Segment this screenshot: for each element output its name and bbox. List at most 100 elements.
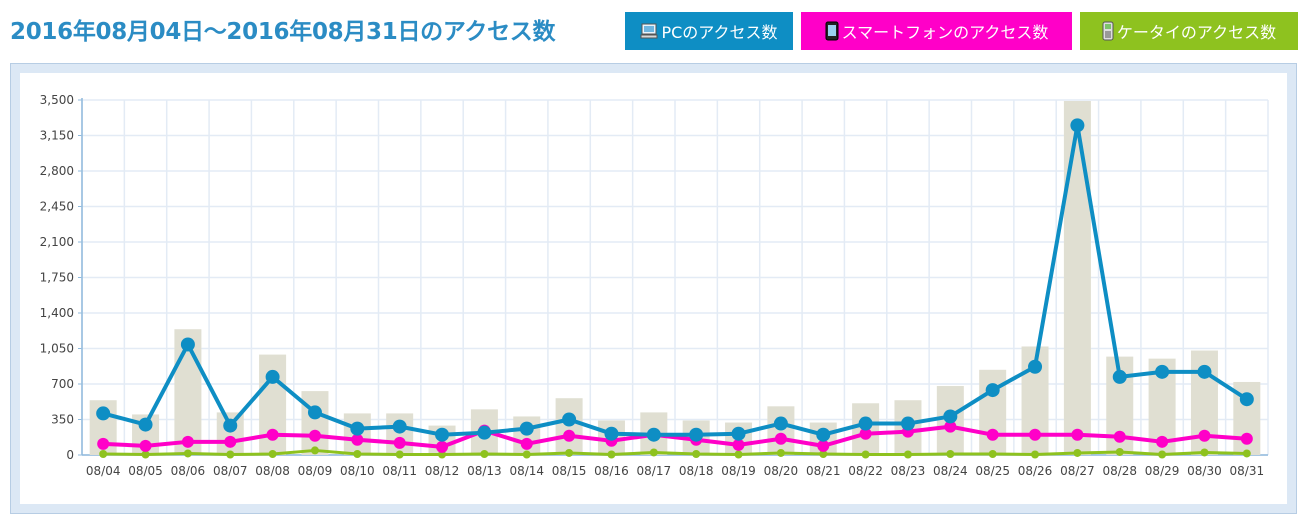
x-tick-label: 08/28 — [1102, 464, 1137, 478]
feature-phone-access-point — [522, 450, 531, 459]
y-tick-label: 1,400 — [40, 306, 74, 320]
feature-phone-access-legend-button[interactable]: ケータイのアクセス数 — [1080, 12, 1298, 50]
smartphone-access-point — [1198, 429, 1211, 442]
feature-phone-access-point — [692, 449, 701, 458]
x-tick-label: 08/16 — [594, 464, 629, 478]
x-tick-label: 08/14 — [509, 464, 544, 478]
pc-access-point — [477, 425, 492, 440]
smartphone-access-point — [817, 439, 830, 452]
feature-phone-access-point — [1031, 450, 1040, 459]
smartphone-access-point — [393, 436, 406, 449]
x-tick-label: 08/11 — [382, 464, 417, 478]
pc-access-line — [102, 123, 1248, 437]
smartphone-access-point — [1156, 435, 1169, 448]
x-tick-label: 08/15 — [552, 464, 587, 478]
smartphone-access-point — [520, 437, 533, 450]
total-access-bar — [301, 391, 329, 455]
smartphone-access-legend-label: スマートフォンのアクセス数 — [841, 23, 1049, 42]
chart-area: 0 350 700 1,050 1,400 1,750 2,100 2,450 2,800 3,1… — [20, 73, 1287, 504]
feature-phone-access-point — [607, 450, 616, 459]
x-tick-label: 08/26 — [1018, 464, 1053, 478]
x-tick-label: 08/18 — [679, 464, 714, 478]
feature-phone-access-point — [776, 448, 785, 457]
smartphone-access-point — [224, 435, 237, 448]
y-tick-label: 2,800 — [40, 164, 74, 178]
feature-phone-access-point — [226, 450, 235, 459]
feature-phone-access-point — [819, 449, 828, 458]
pc-access-point — [1070, 118, 1085, 133]
feature-phone-access-point — [480, 449, 489, 458]
pc-access-point — [646, 427, 661, 442]
smartphone-access-point — [351, 433, 364, 446]
y-tick-label: 2,450 — [40, 200, 74, 214]
x-tick-label: 08/07 — [213, 464, 248, 478]
y-tick-label: 3,150 — [40, 129, 74, 143]
feature-phone-access-point — [395, 450, 404, 459]
pc-access-legend-button[interactable]: PCのアクセス数 — [625, 12, 793, 50]
total-access-bar — [1063, 101, 1091, 455]
pc-access-point — [350, 421, 365, 436]
x-tick-label: 08/05 — [128, 464, 163, 478]
feature-phone-access-point — [1242, 449, 1251, 458]
x-tick-label: 08/27 — [1060, 464, 1095, 478]
pc-access-point — [392, 419, 407, 434]
x-tick-label: 08/13 — [467, 464, 502, 478]
feature-phone-access-point — [1200, 448, 1209, 457]
page-title: 2016年08月04日～2016年08月31日のアクセス数 — [10, 19, 556, 45]
feature-phone-access-point — [1158, 450, 1167, 459]
pc-access-point — [1028, 359, 1043, 374]
pc-access-point — [858, 416, 873, 431]
smartphone-access-point — [563, 429, 576, 442]
smartphone-access-point — [1113, 430, 1126, 443]
x-tick-label: 08/31 — [1230, 464, 1265, 478]
total-access-bar — [555, 398, 583, 455]
total-access-bar — [979, 369, 1007, 455]
smartphone-access-point — [139, 439, 152, 452]
smartphone-access-legend-button[interactable]: スマートフォンのアクセス数 — [801, 12, 1072, 50]
x-tick-label: 08/24 — [933, 464, 968, 478]
x-tick-label: 08/06 — [171, 464, 206, 478]
pc-access-legend-label: PCのアクセス数 — [661, 23, 778, 42]
pc-access-point — [519, 421, 534, 436]
pc-access-point — [562, 412, 577, 427]
feature-phone-access-point — [734, 450, 743, 459]
y-tick-label: 700 — [51, 377, 74, 391]
access-chart: 0 350 700 1,050 1,400 1,750 2,100 2,450 2,800 3,1… — [40, 93, 1269, 478]
smartphone-access-point — [986, 428, 999, 441]
pc-access-point — [307, 405, 322, 420]
smartphone-access-point — [436, 440, 449, 453]
smartphone-access-point — [308, 429, 321, 442]
x-tick-label: 08/09 — [298, 464, 333, 478]
pc-icon — [640, 22, 658, 40]
feature-phone-access-point — [310, 446, 319, 455]
feature-phone-access-point — [353, 449, 362, 458]
feature-phone-access-point — [988, 449, 997, 458]
feature-phone-access-point — [268, 449, 277, 458]
pc-access-point — [180, 337, 195, 352]
smartphone-access-point — [1240, 432, 1253, 445]
feature-phone-access-legend-label: ケータイのアクセス数 — [1116, 23, 1277, 42]
total-access-bar — [767, 406, 795, 455]
smartphone-access-point — [732, 438, 745, 451]
feature-phone-access-point — [946, 449, 955, 458]
smartphone-access-line — [103, 424, 1247, 449]
smartphone-icon — [825, 21, 839, 41]
smartphone-access-point — [97, 437, 110, 450]
pc-access-point — [223, 418, 238, 433]
smartphone-access-point — [774, 432, 787, 445]
smartphone-access-point — [859, 427, 872, 440]
chart-panel: 0 350 700 1,050 1,400 1,750 2,100 2,450 2,800 3,1… — [10, 63, 1297, 514]
x-tick-label: 08/29 — [1145, 464, 1180, 478]
feature-phone-access-point — [183, 449, 192, 458]
x-tick-label: 08/08 — [255, 464, 290, 478]
pc-access-point — [943, 409, 958, 424]
pc-access-point — [985, 383, 1000, 398]
x-tick-label: 08/22 — [848, 464, 883, 478]
x-tick-label: 08/23 — [891, 464, 926, 478]
pc-access-point — [816, 427, 831, 442]
feature-phone-access-point — [861, 450, 870, 459]
pc-access-point — [689, 427, 704, 442]
y-tick-label: 350 — [51, 413, 74, 427]
x-tick-label: 08/12 — [425, 464, 460, 478]
smartphone-access-point — [944, 420, 957, 433]
